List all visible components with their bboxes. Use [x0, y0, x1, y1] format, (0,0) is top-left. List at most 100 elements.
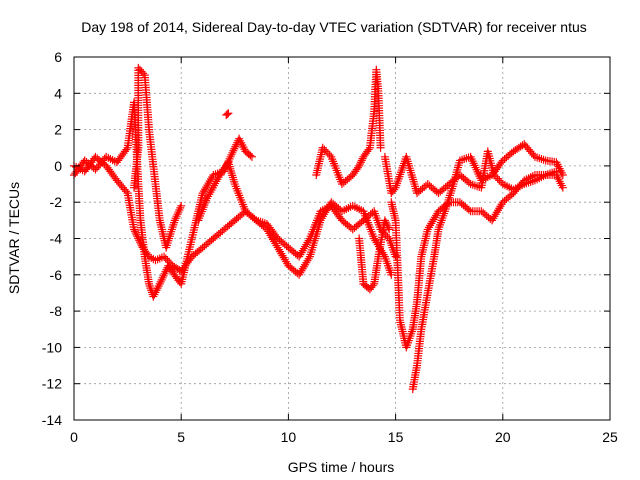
data-marker	[302, 258, 311, 267]
data-point	[318, 143, 327, 152]
data-marker	[491, 172, 500, 181]
data-marker	[303, 238, 312, 247]
data-marker	[302, 240, 311, 249]
data-marker	[228, 173, 237, 182]
data-marker	[356, 160, 365, 169]
data-point	[391, 252, 400, 261]
data-point	[295, 270, 304, 279]
chart-title: Day 198 of 2014, Sidereal Day-to-day VTE…	[81, 19, 587, 35]
data-marker	[382, 219, 391, 228]
data-marker	[296, 250, 305, 259]
data-marker	[135, 236, 144, 245]
data-point	[160, 252, 169, 261]
y-tick-label: 0	[54, 158, 62, 174]
x-tick-label: 10	[281, 429, 297, 445]
data-marker	[495, 204, 504, 213]
data-point	[273, 243, 282, 252]
data-marker	[299, 244, 308, 253]
data-marker	[432, 211, 441, 220]
series-track-9	[408, 140, 567, 394]
data-marker	[383, 221, 392, 230]
x-axis-label: GPS time / hours	[288, 459, 395, 475]
data-marker	[320, 145, 329, 154]
data-marker	[131, 229, 140, 238]
data-marker	[274, 245, 283, 254]
data-marker	[156, 277, 165, 286]
data-marker	[491, 210, 500, 219]
data-marker	[490, 212, 499, 221]
data-point	[226, 152, 235, 161]
series-track-7	[355, 216, 394, 294]
data-marker	[229, 175, 238, 184]
data-point	[488, 216, 497, 225]
y-tick-label: 2	[54, 122, 62, 138]
y-tick-label: -8	[50, 303, 63, 319]
data-marker	[430, 213, 439, 222]
x-tick-label: 25	[602, 429, 618, 445]
data-marker	[381, 218, 390, 227]
y-tick-label: -10	[42, 339, 62, 355]
data-marker	[460, 155, 469, 164]
data-marker	[493, 174, 502, 183]
data-marker	[201, 185, 210, 194]
series-track-10	[380, 147, 561, 198]
data-point	[134, 234, 143, 243]
data-point	[247, 152, 256, 161]
data-marker	[246, 151, 255, 160]
data-point	[222, 111, 231, 120]
series-track-5	[222, 109, 233, 120]
data-marker	[272, 241, 281, 250]
data-marker	[145, 281, 154, 290]
data-marker	[427, 219, 436, 228]
data-marker	[158, 273, 167, 282]
data-marker	[230, 144, 239, 153]
data-marker	[496, 202, 505, 211]
y-tick-label: 6	[54, 49, 62, 65]
data-marker	[277, 249, 286, 258]
data-marker	[298, 246, 307, 255]
y-tick-label: -2	[50, 194, 63, 210]
data-marker	[136, 238, 145, 247]
data-marker	[133, 232, 142, 241]
data-marker	[161, 254, 170, 263]
data-point	[552, 167, 561, 176]
data-marker	[364, 145, 373, 154]
data-marker	[299, 262, 308, 271]
data-marker	[323, 149, 332, 158]
data-marker	[390, 185, 399, 194]
series-track-8	[387, 170, 567, 352]
data-marker	[122, 187, 131, 196]
data-point	[558, 183, 567, 192]
data-point	[380, 216, 389, 225]
data-marker	[223, 110, 232, 119]
data-point	[423, 225, 432, 234]
series-track-1	[70, 98, 256, 301]
data-marker	[368, 281, 377, 290]
data-marker	[271, 239, 280, 248]
data-marker	[357, 156, 366, 165]
data-marker	[231, 142, 240, 151]
data-marker	[322, 147, 331, 156]
x-tick-label: 20	[495, 429, 511, 445]
data-point	[355, 161, 364, 170]
data-marker	[424, 223, 433, 232]
data-marker	[301, 242, 310, 251]
data-layer	[70, 63, 567, 394]
data-marker	[304, 236, 313, 245]
data-marker	[303, 256, 312, 265]
data-marker	[163, 256, 172, 265]
x-tick-label: 5	[177, 429, 185, 445]
data-marker	[464, 205, 473, 214]
data-marker	[229, 146, 238, 155]
data-marker	[228, 148, 237, 157]
data-marker	[199, 187, 208, 196]
y-tick-label: -14	[42, 412, 62, 428]
data-point	[155, 279, 164, 288]
data-marker	[325, 151, 334, 160]
y-tick-label: -4	[50, 231, 63, 247]
data-marker	[304, 254, 313, 263]
data-marker	[159, 271, 168, 280]
series-track-4	[194, 158, 400, 261]
